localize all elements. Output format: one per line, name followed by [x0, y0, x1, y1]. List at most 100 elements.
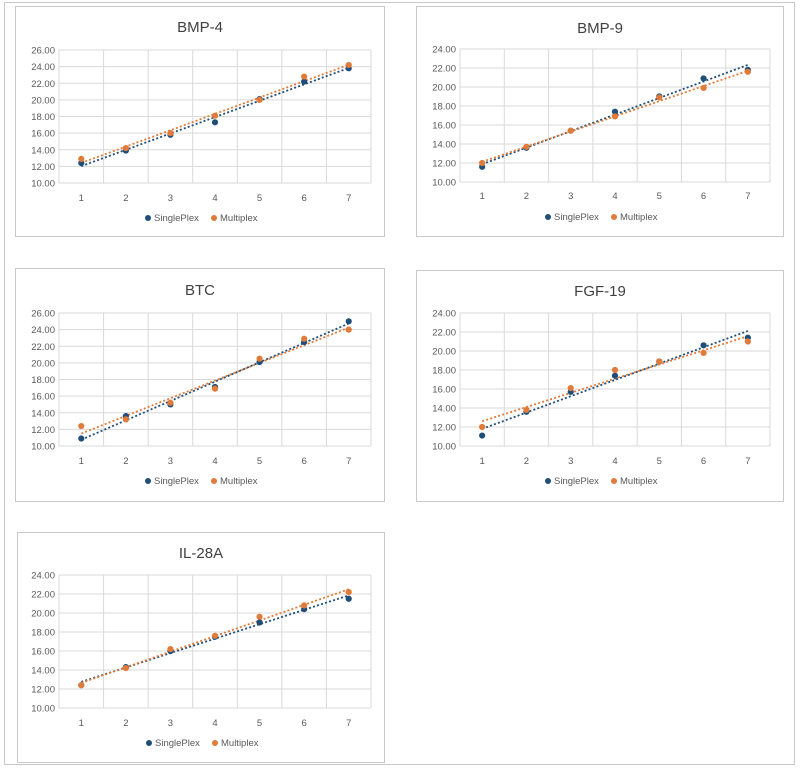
data-point-multiplex	[479, 423, 486, 431]
legend-marker-singleplex	[545, 478, 551, 484]
y-tick-label: 18.00	[31, 375, 55, 386]
y-tick-label: 12.00	[31, 162, 55, 173]
x-tick-label: 2	[123, 718, 128, 729]
x-tick-label: 6	[701, 191, 706, 202]
x-tick-label: 1	[79, 456, 84, 467]
x-tick-label: 3	[568, 456, 573, 467]
legend-label-singleplex: SinglePlex	[554, 476, 599, 487]
x-tick-label: 4	[212, 193, 217, 204]
y-tick-label: 18.00	[31, 112, 55, 123]
legend-marker-singleplex	[545, 214, 551, 220]
trendline-multiplex	[80, 326, 350, 435]
data-point-multiplex	[78, 422, 85, 430]
data-point-multiplex	[301, 602, 308, 609]
data-point-singleplex	[345, 318, 352, 325]
x-tick-label: 3	[168, 456, 173, 467]
y-tick-label: 12.00	[432, 423, 456, 434]
legend-label-multiplex: Multiplex	[221, 738, 259, 749]
data-point-singleplex	[700, 75, 707, 82]
x-tick-label: 6	[701, 456, 706, 467]
data-point-multiplex	[656, 358, 663, 365]
chart-title: BMP-4	[177, 19, 223, 36]
y-tick-label: 10.00	[432, 178, 456, 189]
data-point-singleplex	[301, 78, 308, 85]
chart-panel-bmp9: BMP-9 10.00 12.00 14.00 16.00 18.00 20.00 22.00…	[416, 6, 784, 237]
x-tick-label: 1	[79, 193, 84, 204]
y-tick-label: 12.00	[31, 425, 55, 436]
data-point-multiplex	[167, 399, 174, 406]
data-point-singleplex	[211, 119, 219, 126]
chart-panel-il28a: IL-28A 10.00 12.00 14.00 16.00 18.00 20.00 22.0…	[17, 532, 385, 763]
y-tick-label: 26.00	[31, 309, 55, 320]
data-point-multiplex	[523, 406, 530, 413]
legend-label-multiplex: Multiplex	[620, 476, 658, 487]
data-point-multiplex	[256, 613, 263, 620]
data-point-multiplex	[122, 665, 129, 672]
data-point-multiplex	[78, 682, 85, 689]
chart-title: IL-28A	[179, 545, 223, 562]
trendline-singleplex	[481, 330, 749, 430]
y-tick-label: 20.00	[432, 347, 456, 358]
y-tick-label: 14.00	[31, 145, 55, 156]
data-point-multiplex	[167, 130, 174, 137]
y-tick-label: 24.00	[31, 571, 55, 582]
data-point-multiplex	[211, 385, 219, 392]
chart-panel-bmp4: BMP-4 10.00 12.00 14.00 16.00 18.00 20.00 22.00…	[15, 6, 385, 237]
y-tick-label: 20.00	[432, 83, 456, 94]
chart-svg-fgf19: FGF-19 10.00 12.00 14.00 16.00 18.00 20.00 22.0…	[432, 283, 771, 487]
legend-marker-multiplex	[211, 215, 217, 221]
legend-label-singleplex: SinglePlex	[554, 212, 599, 223]
data-point-multiplex	[656, 94, 663, 101]
data-point-multiplex	[256, 355, 263, 362]
data-point-multiplex	[256, 96, 263, 103]
x-tick-label: 2	[524, 191, 529, 202]
x-tick-label: 5	[657, 456, 662, 467]
y-tick-label: 10.00	[31, 442, 55, 453]
y-tick-label: 24.00	[31, 325, 55, 336]
chart-title: BMP-9	[577, 20, 623, 37]
x-tick-label: 6	[301, 456, 306, 467]
data-point-singleplex	[700, 342, 707, 349]
y-tick-label: 18.00	[31, 628, 55, 639]
x-tick-label: 4	[212, 456, 217, 467]
y-tick-label: 20.00	[31, 95, 55, 106]
x-tick-label: 2	[123, 456, 128, 467]
y-tick-label: 16.00	[432, 385, 456, 396]
data-point-multiplex	[122, 144, 129, 152]
chart-title: BTC	[185, 282, 215, 299]
chart-svg-il28a: IL-28A 10.00 12.00 14.00 16.00 18.00 20.00 22.0…	[31, 545, 372, 749]
y-tick-label: 16.00	[432, 121, 456, 132]
data-point-multiplex	[301, 335, 308, 342]
legend-marker-singleplex	[145, 478, 151, 484]
y-tick-label: 10.00	[432, 442, 456, 453]
y-tick-label: 14.00	[432, 404, 456, 415]
y-tick-label: 18.00	[432, 102, 456, 113]
data-point-singleplex	[345, 595, 352, 602]
data-point-singleplex	[256, 619, 263, 626]
x-tick-label: 2	[524, 456, 529, 467]
y-tick-label: 22.00	[31, 79, 55, 90]
x-tick-label: 7	[346, 193, 351, 204]
x-tick-label: 5	[657, 191, 662, 202]
x-tick-label: 7	[745, 191, 750, 202]
data-point-multiplex	[345, 61, 352, 69]
x-tick-label: 1	[479, 191, 484, 202]
y-tick-label: 10.00	[31, 704, 55, 715]
chart-panel-fgf19: FGF-19 10.00 12.00 14.00 16.00 18.00 20.00 22.0…	[416, 270, 784, 502]
data-point-singleplex	[611, 108, 619, 115]
y-tick-label: 14.00	[31, 666, 55, 677]
x-tick-label: 5	[257, 718, 262, 729]
legend-label-multiplex: Multiplex	[220, 213, 258, 224]
data-point-multiplex	[211, 632, 219, 639]
y-tick-label: 20.00	[31, 358, 55, 369]
data-point-multiplex	[567, 384, 574, 392]
x-tick-label: 7	[745, 456, 750, 467]
x-tick-label: 7	[346, 718, 351, 729]
x-tick-label: 3	[568, 191, 573, 202]
legend-marker-multiplex	[611, 478, 617, 484]
legend-label-singleplex: SinglePlex	[155, 738, 200, 749]
chart-svg-bmp9: BMP-9 10.00 12.00 14.00 16.00 18.00 20.00 22.00…	[432, 20, 771, 223]
y-tick-label: 20.00	[31, 609, 55, 620]
x-tick-label: 7	[346, 456, 351, 467]
x-tick-label: 5	[257, 456, 262, 467]
